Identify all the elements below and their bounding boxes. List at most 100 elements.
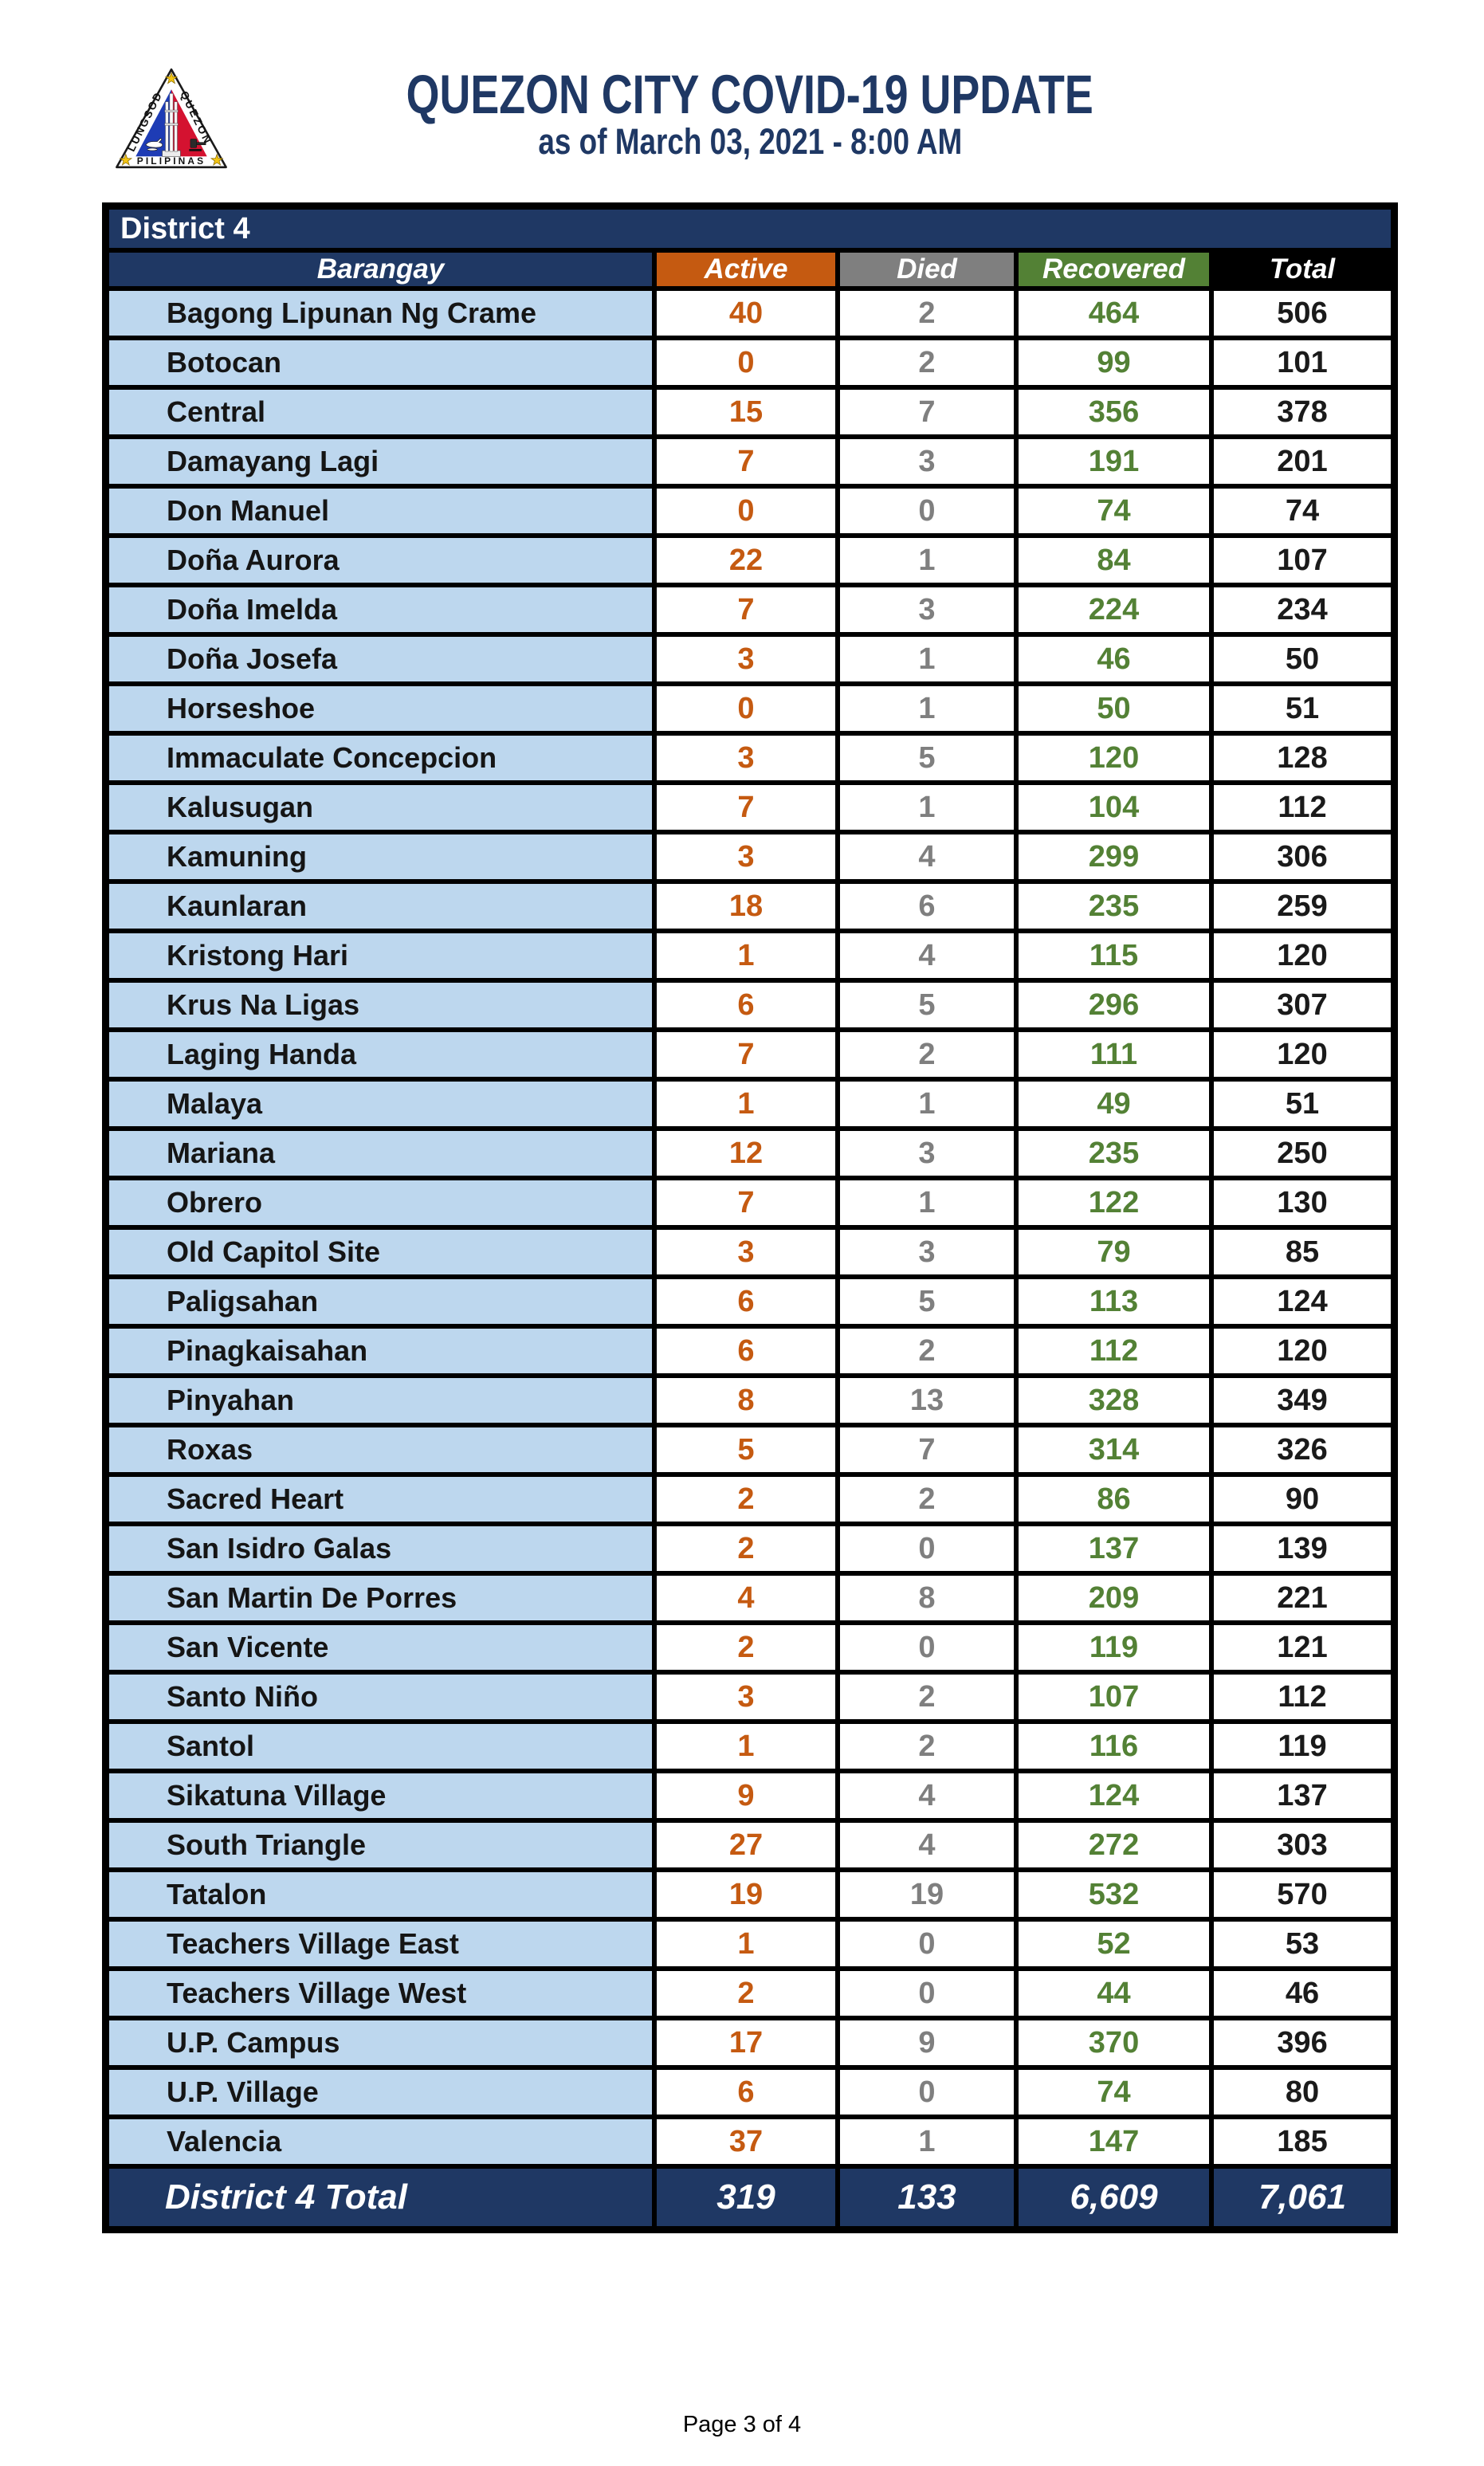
died-cell: 3 <box>840 439 1014 484</box>
died-cell: 5 <box>840 1279 1014 1324</box>
recovered-cell: 328 <box>1019 1378 1209 1423</box>
column-header-row: Barangay Active Died Recovered Total <box>109 253 1391 286</box>
died-cell: 0 <box>840 1625 1014 1670</box>
table-row: Pinyahan 8 13 328 349 <box>109 1378 1391 1423</box>
barangay-cell: San Martin De Porres <box>109 1576 652 1620</box>
barangay-cell: Damayang Lagi <box>109 439 652 484</box>
died-cell: 4 <box>840 834 1014 879</box>
active-cell: 6 <box>657 2070 835 2115</box>
active-cell: 27 <box>657 1823 835 1867</box>
recovered-cell: 356 <box>1019 390 1209 434</box>
died-cell: 2 <box>840 1032 1014 1077</box>
active-cell: 1 <box>657 1724 835 1769</box>
barangay-cell: Obrero <box>109 1180 652 1225</box>
died-cell: 3 <box>840 587 1014 632</box>
died-cell: 2 <box>840 291 1014 336</box>
column-header-total: Total <box>1214 253 1391 286</box>
total-cell: 51 <box>1214 686 1391 731</box>
table-row: Teachers Village East 1 0 52 53 <box>109 1922 1391 1966</box>
recovered-cell: 137 <box>1019 1526 1209 1571</box>
active-cell: 2 <box>657 1526 835 1571</box>
died-cell: 19 <box>840 1872 1014 1917</box>
died-cell: 2 <box>840 340 1014 385</box>
total-cell: 303 <box>1214 1823 1391 1867</box>
died-cell: 0 <box>840 489 1014 533</box>
table-row: Krus Na Ligas 6 5 296 307 <box>109 983 1391 1027</box>
recovered-cell: 191 <box>1019 439 1209 484</box>
barangay-cell: Teachers Village East <box>109 1922 652 1966</box>
table-row: South Triangle 27 4 272 303 <box>109 1823 1391 1867</box>
active-cell: 7 <box>657 439 835 484</box>
active-cell: 15 <box>657 390 835 434</box>
table-row: Laging Handa 7 2 111 120 <box>109 1032 1391 1077</box>
recovered-cell: 314 <box>1019 1427 1209 1472</box>
table-row: Kamuning 3 4 299 306 <box>109 834 1391 879</box>
active-cell: 3 <box>657 736 835 780</box>
barangay-cell: Horseshoe <box>109 686 652 731</box>
died-cell: 2 <box>840 1675 1014 1719</box>
district-total-row: District 4 Total 319 133 6,609 7,061 <box>109 2169 1391 2226</box>
barangay-cell: Central <box>109 390 652 434</box>
table-row: Teachers Village West 2 0 44 46 <box>109 1971 1391 2016</box>
column-header-recovered: Recovered <box>1019 253 1209 286</box>
district-total-active: 319 <box>657 2169 835 2226</box>
barangay-cell: Kristong Hari <box>109 933 652 978</box>
active-cell: 7 <box>657 785 835 830</box>
died-cell: 5 <box>840 983 1014 1027</box>
table-row: U.P. Campus 17 9 370 396 <box>109 2020 1391 2065</box>
total-cell: 506 <box>1214 291 1391 336</box>
died-cell: 0 <box>840 1971 1014 2016</box>
total-cell: 349 <box>1214 1378 1391 1423</box>
table-row: San Isidro Galas 2 0 137 139 <box>109 1526 1391 1571</box>
barangay-cell: Laging Handa <box>109 1032 652 1077</box>
page-subtitle: as of March 03, 2021 - 8:00 AM <box>538 121 962 162</box>
active-cell: 12 <box>657 1131 835 1176</box>
seal-red-half <box>171 89 207 157</box>
barangay-cell: Santo Niño <box>109 1675 652 1719</box>
total-cell: 378 <box>1214 390 1391 434</box>
barangay-cell: Botocan <box>109 340 652 385</box>
district-header: District 4 <box>109 210 1391 248</box>
table-row: Sacred Heart 2 2 86 90 <box>109 1477 1391 1522</box>
gavel-icon <box>189 139 206 151</box>
recovered-cell: 52 <box>1019 1922 1209 1966</box>
total-cell: 74 <box>1214 489 1391 533</box>
active-cell: 7 <box>657 1032 835 1077</box>
total-cell: 46 <box>1214 1971 1391 2016</box>
total-cell: 234 <box>1214 587 1391 632</box>
active-cell: 0 <box>657 489 835 533</box>
total-cell: 107 <box>1214 538 1391 583</box>
table-row: San Vicente 2 0 119 121 <box>109 1625 1391 1670</box>
barangay-cell: Malaya <box>109 1082 652 1126</box>
table-row: Valencia 37 1 147 185 <box>109 2119 1391 2164</box>
recovered-cell: 120 <box>1019 736 1209 780</box>
barangay-cell: U.P. Village <box>109 2070 652 2115</box>
table-row: Doña Aurora 22 1 84 107 <box>109 538 1391 583</box>
total-cell: 326 <box>1214 1427 1391 1472</box>
barangay-cell: Teachers Village West <box>109 1971 652 2016</box>
recovered-cell: 235 <box>1019 1131 1209 1176</box>
total-cell: 112 <box>1214 785 1391 830</box>
total-cell: 90 <box>1214 1477 1391 1522</box>
died-cell: 3 <box>840 1131 1014 1176</box>
seal-text-pilipinas: PILIPINAS <box>137 155 206 167</box>
active-cell: 6 <box>657 1279 835 1324</box>
table-row: Santol 1 2 116 119 <box>109 1724 1391 1769</box>
total-cell: 396 <box>1214 2020 1391 2065</box>
barangay-cell: Doña Imelda <box>109 587 652 632</box>
table-row: Doña Imelda 7 3 224 234 <box>109 587 1391 632</box>
died-cell: 0 <box>840 1922 1014 1966</box>
district-total-total: 7,061 <box>1214 2169 1391 2226</box>
active-cell: 9 <box>657 1773 835 1818</box>
total-cell: 250 <box>1214 1131 1391 1176</box>
district-total-died: 133 <box>840 2169 1014 2226</box>
total-cell: 120 <box>1214 1329 1391 1373</box>
recovered-cell: 115 <box>1019 933 1209 978</box>
died-cell: 2 <box>840 1724 1014 1769</box>
barangay-cell: Paligsahan <box>109 1279 652 1324</box>
district-total-label: District 4 Total <box>109 2169 652 2226</box>
active-cell: 2 <box>657 1625 835 1670</box>
recovered-cell: 532 <box>1019 1872 1209 1917</box>
table-row: San Martin De Porres 4 8 209 221 <box>109 1576 1391 1620</box>
active-cell: 0 <box>657 686 835 731</box>
